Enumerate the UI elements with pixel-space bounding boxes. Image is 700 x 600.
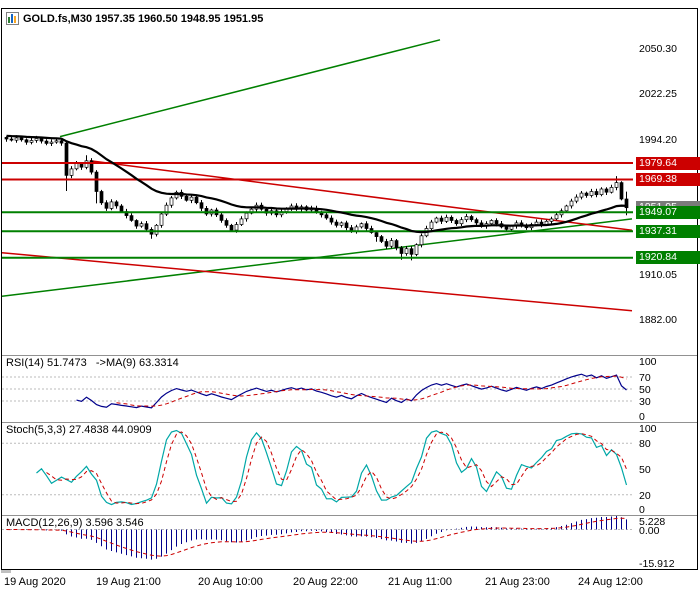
stoch-axis-label: 80 (639, 438, 651, 451)
candlestick-chart[interactable] (2, 9, 633, 355)
chart-title-row: GOLD.fs,M30 1957.35 1960.50 1948.95 1951… (6, 12, 263, 25)
time-axis-label: 24 Aug 12:00 (578, 576, 643, 588)
stochastic-label: Stoch(5,3,3) 27.4838 44.0909 (6, 424, 152, 436)
stoch-axis-label: 0 (639, 504, 645, 516)
time-axis-label: 19 Aug 2020 (4, 576, 66, 588)
stoch-axis-label: 50 (639, 464, 651, 476)
chart-title: GOLD.fs,M30 1957.35 1960.50 1948.95 1951… (23, 12, 264, 25)
stoch-axis-label: 100 (639, 423, 657, 435)
price-axis-label: 1910.05 (639, 269, 677, 282)
rsi-label: RSI(14) 51.7473 ->MA(9) 63.3314 (6, 357, 179, 369)
rsi-axis-label: 0 (639, 411, 645, 423)
stochastic-panel: Stoch(5,3,3) 27.4838 44.0909 100 80 50 20 0 (2, 423, 697, 516)
support-badge: 1949.07 (636, 205, 700, 219)
time-axis-label: 19 Aug 21:00 (96, 576, 161, 588)
macd-axis-label: 5.228 (639, 516, 666, 528)
price-axis-label: 1882.00 (639, 314, 677, 327)
price-axis-label: 2022.25 (639, 88, 677, 101)
main-chart-panel: GOLD.fs,M30 1957.35 1960.50 1948.95 1951… (2, 9, 700, 355)
rsi-axis-label: 30 (639, 396, 651, 408)
time-axis-label: 21 Aug 23:00 (485, 576, 550, 588)
stochastic-chart[interactable] (2, 423, 633, 515)
macd-axis-label: 0.00 (639, 524, 660, 537)
panel-separator[interactable] (2, 422, 697, 423)
panel-separator[interactable] (2, 515, 697, 516)
stoch-axis-label: 20 (639, 489, 651, 502)
price-axis-label: 1994.20 (639, 133, 677, 146)
rsi-panel: RSI(14) 51.7473 ->MA(9) 63.3314 100 70 50 3… (2, 356, 697, 423)
rsi-axis-label: 70 (639, 372, 651, 384)
resistance-badge: 1969.38 (636, 173, 700, 187)
resistance-badge: 1979.64 (636, 156, 700, 170)
macd-axis-label: -15.912 (639, 558, 675, 570)
rsi-axis-label: 100 (639, 356, 657, 368)
support-badge: 1920.84 (636, 251, 700, 265)
time-axis-label: 20 Aug 22:00 (293, 576, 358, 588)
chart-frame: GOLD.fs,M30 1957.35 1960.50 1948.95 1951… (1, 8, 700, 570)
rsi-chart[interactable] (2, 356, 633, 422)
panel-separator[interactable] (2, 355, 697, 356)
macd-label: MACD(12,26,9) 3.596 3.546 (6, 517, 144, 529)
price-axis-label: 2050.30 (639, 43, 677, 56)
macd-panel: MACD(12,26,9) 3.596 3.546 5.228 0.00 -15.9… (2, 516, 697, 570)
rsi-axis-label: 50 (639, 384, 651, 396)
time-axis-label: 21 Aug 11:00 (388, 576, 453, 588)
macd-chart[interactable] (2, 516, 633, 569)
time-axis[interactable]: 19 Aug 2020 19 Aug 21:00 20 Aug 10:00 20 Au… (1, 573, 699, 599)
chart-icon (6, 12, 19, 25)
support-badge: 1937.31 (636, 224, 700, 238)
time-axis-label: 20 Aug 10:00 (198, 576, 263, 588)
